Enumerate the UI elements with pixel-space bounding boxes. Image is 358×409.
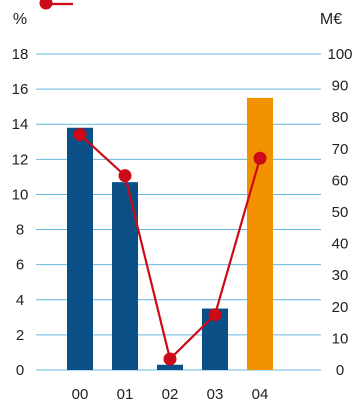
right-axis-tick-label: 0 — [336, 362, 344, 379]
bar — [157, 364, 183, 370]
x-axis-tick-label: 00 — [72, 386, 89, 403]
left-axis-tick-label: 10 — [12, 186, 29, 203]
line-series — [73, 128, 267, 366]
bar-series — [67, 97, 273, 370]
left-axis-tick-label: 6 — [16, 257, 24, 274]
right-axis-tick-label: 60 — [332, 172, 349, 189]
line-point — [253, 151, 267, 165]
left-axis-tick-label: 12 — [12, 151, 29, 168]
left-axis-tick-label: 8 — [16, 222, 24, 239]
bar — [67, 127, 93, 370]
right-axis-tick-label: 50 — [332, 204, 349, 221]
x-axis-tick-label: 03 — [207, 386, 224, 403]
right-axis-ticks: 0 10 20 30 40 50 60 70 80 90 100 — [327, 46, 352, 379]
right-axis-unit-label: M€ — [320, 11, 342, 28]
left-axis-unit-label: % — [13, 11, 27, 28]
right-axis-tick-label: 30 — [332, 267, 349, 284]
left-axis-tick-label: 14 — [12, 116, 29, 133]
left-axis-tick-label: 0 — [16, 362, 24, 379]
legend-dot-marker — [39, 0, 53, 10]
left-axis-tick-label: 2 — [16, 327, 24, 344]
x-axis-tick-label: 04 — [252, 386, 269, 403]
x-axis-tick-label: 02 — [162, 386, 179, 403]
right-axis-tick-label: 20 — [332, 299, 349, 316]
right-axis-tick-label: 90 — [332, 78, 349, 95]
right-axis-tick-label: 100 — [327, 46, 352, 63]
line-point — [163, 352, 177, 366]
left-axis-tick-label: 4 — [16, 292, 24, 309]
left-axis-ticks: 0 2 4 6 8 10 12 14 16 18 — [12, 46, 29, 379]
right-axis-tick-label: 10 — [332, 330, 349, 347]
left-axis-tick-label: 16 — [12, 81, 29, 98]
legend — [39, 0, 73, 10]
line-point — [208, 308, 222, 322]
line-point — [118, 169, 132, 183]
right-axis-tick-label: 80 — [332, 109, 349, 126]
right-axis-tick-label: 40 — [332, 236, 349, 253]
x-axis-tick-label: 01 — [117, 386, 134, 403]
right-axis-tick-label: 70 — [332, 141, 349, 158]
left-axis-tick-label: 18 — [12, 46, 29, 63]
line-path — [79, 133, 262, 361]
line-point — [73, 128, 87, 142]
x-axis-ticks: 00 01 02 03 04 — [72, 386, 269, 403]
bar — [247, 97, 273, 370]
